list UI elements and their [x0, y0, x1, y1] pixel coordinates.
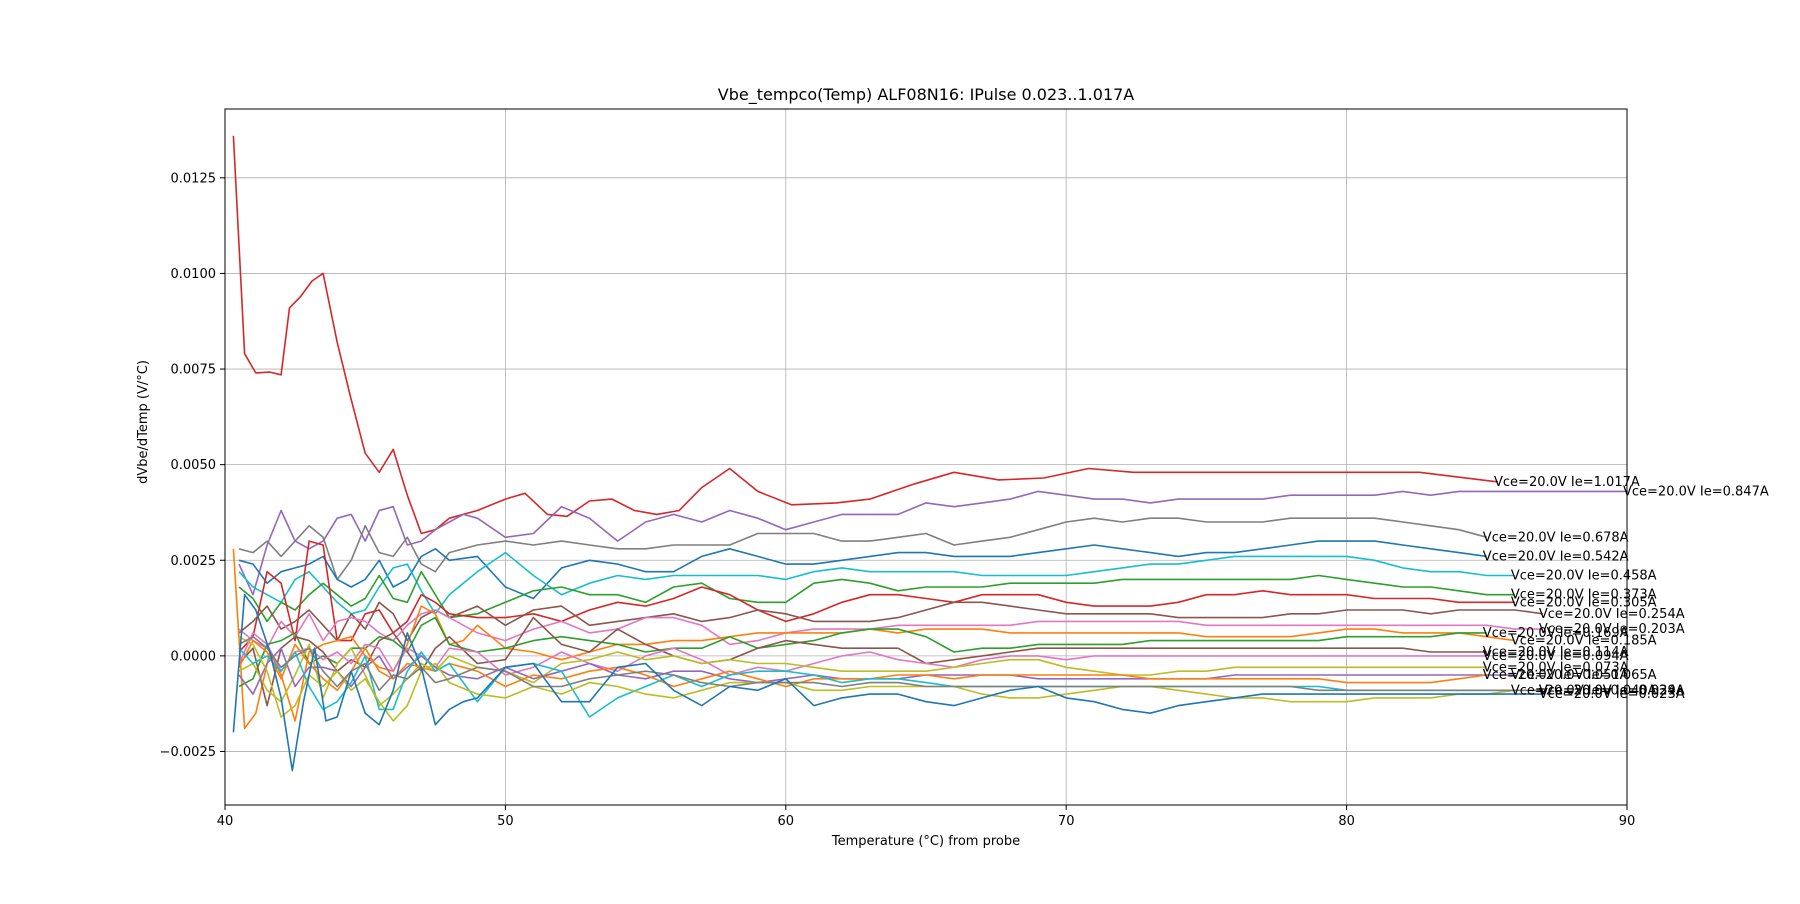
series-line	[238, 551, 1515, 615]
series-label: Vce=20.0V Ie=0.203A	[1539, 622, 1685, 637]
plot-frame	[224, 108, 1628, 806]
series-line	[238, 570, 1515, 623]
series-line	[238, 601, 1544, 642]
y-tick-label: 0.0125	[171, 171, 217, 186]
series-label: Vce=20.0V Ie=0.040A	[1511, 683, 1657, 698]
series-line	[238, 647, 1515, 695]
series-line	[238, 639, 1487, 692]
x-tick-label: 50	[497, 814, 514, 829]
chart-title: Vbe_tempco(Temp) ALF08N16: IPulse 0.023.…	[718, 85, 1135, 105]
series-label: Vce=20.0V Ie=0.542A	[1483, 549, 1629, 564]
series-line	[238, 517, 1488, 581]
y-tick-label: 0.0000	[171, 649, 217, 664]
y-tick-label: −0.0025	[160, 745, 216, 760]
x-tick-label: 70	[1058, 814, 1075, 829]
series-label: Vce=20.0V Ie=0.051A	[1483, 668, 1629, 683]
y-tick-label: 0.0075	[171, 363, 217, 378]
series-label: Vce=20.0V Ie=0.305A	[1511, 595, 1657, 610]
x-tick-label: 90	[1619, 814, 1636, 829]
y-axis-ticks: −0.0025 0.0000 0.0025 0.0050 0.0075 0.0100 0.0…	[160, 171, 225, 760]
series-label: Vce=20.0V Ie=1.017A	[1494, 475, 1640, 490]
series-lines	[232, 135, 1627, 772]
series-label: Vce=20.0V Ie=0.373A	[1511, 588, 1657, 603]
series-line	[238, 632, 1487, 676]
series-line	[238, 635, 1543, 692]
series-label: Vce=20.0V Ie=0.678A	[1483, 530, 1629, 545]
y-tick-label: 0.0100	[171, 267, 217, 282]
series-label: Vce=20.0V Ie=0.034A	[1539, 683, 1685, 698]
y-tick-label: 0.0025	[171, 554, 217, 569]
x-tick-label: 60	[778, 814, 795, 829]
series-line	[232, 593, 1543, 772]
series-line	[238, 540, 1487, 600]
x-tick-label: 80	[1338, 814, 1355, 829]
series-label: Vce=20.0V Ie=0.094A	[1483, 649, 1629, 664]
y-tick-label: 0.0050	[171, 458, 217, 473]
series-label: Vce=20.0V Ie=0.185A	[1511, 634, 1657, 649]
series-line	[232, 548, 1515, 730]
x-axis-ticks: 40 50 60 70 80 90	[217, 805, 1636, 829]
series-label: Vce=20.0V Ie=0.023A	[1539, 687, 1685, 702]
x-axis-label: Temperature (°C) from probe	[831, 834, 1020, 849]
series-line	[238, 540, 1515, 653]
x-tick-label: 40	[217, 814, 234, 829]
y-axis-label: dVbe/dTemp (V/°C)	[136, 360, 151, 484]
series-line	[232, 135, 1499, 535]
series-label: Vce=20.0V Ie=0.029A	[1539, 683, 1685, 698]
series-label: Vce=20.0V Ie=0.847A	[1623, 484, 1769, 499]
series-label: Vce=20.0V Ie=0.073A	[1483, 660, 1629, 675]
series-line	[238, 490, 1627, 596]
series-label: Vce=20.0V Ie=0.458A	[1511, 569, 1657, 584]
series-label: Vce=20.0V Ie=0.254A	[1539, 607, 1685, 622]
series-label: Vce=20.0V Ie=0.169A	[1483, 626, 1629, 641]
series-label: Vce=20.0V Ie=0.114A	[1483, 645, 1629, 660]
series-label: Vce=20.0V Ie=0.065A	[1511, 668, 1657, 683]
